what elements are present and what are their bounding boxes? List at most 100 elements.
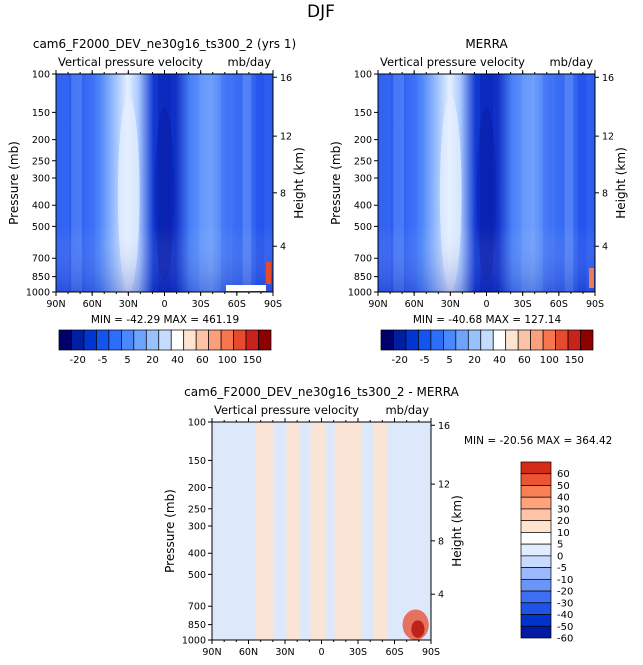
colorbar-swatch: [505, 329, 519, 351]
y-axis-title-right: Height (km): [292, 147, 306, 218]
colorbar-swatch: [58, 329, 72, 351]
y-tick-label: 200: [32, 135, 50, 146]
y-tick-label: 1000: [26, 288, 50, 299]
colorbar-label: -5: [557, 563, 567, 574]
colorbar-label: 40: [171, 355, 184, 366]
y-axis-title-right: Height (km): [614, 147, 628, 218]
y-right-tick-label: 4: [438, 590, 444, 601]
panel-subtitle: Vertical pressure velocity: [214, 403, 359, 417]
colorbar-label: 5: [446, 355, 452, 366]
colorbar-label: 150: [243, 355, 262, 366]
y-tick-label: 150: [354, 108, 372, 119]
y-axis-title: Pressure (mb): [329, 141, 343, 225]
colorbar-label: 0: [557, 551, 563, 562]
colorbar-swatch: [520, 532, 552, 545]
x-tick-label: 90N: [202, 647, 221, 658]
y-tick-label: 250: [32, 156, 50, 167]
colorbar-label: 30: [557, 504, 570, 515]
colorbar-label: 5: [124, 355, 130, 366]
colorbar-label: 50: [557, 481, 570, 492]
colorbar-swatch: [133, 329, 147, 351]
y-tick-label: 200: [188, 483, 206, 494]
x-tick-label: 30N: [441, 299, 460, 310]
colorbar-swatch: [233, 329, 247, 351]
colorbar-swatch: [455, 329, 469, 351]
x-tick-label: 0: [318, 647, 324, 658]
colorbar-label: 10: [557, 528, 570, 539]
colorbar-swatch: [145, 329, 160, 351]
colorbar-swatch: [520, 520, 552, 533]
diff-band: [286, 422, 300, 640]
y-tick-label: 400: [32, 201, 50, 212]
colorbar-swatch: [170, 329, 185, 351]
colorbar-label: 20: [557, 516, 570, 527]
colorbar-swatch: [480, 329, 494, 351]
colorbar-swatch: [96, 329, 110, 351]
panel-subtitle: Vertical pressure velocity: [380, 55, 525, 69]
colorbar-swatch: [520, 543, 552, 557]
y-right-tick-label: 8: [438, 536, 444, 547]
colorbar-swatch: [418, 329, 432, 351]
y-tick-label: 200: [354, 135, 372, 146]
colorbar-swatch: [258, 329, 272, 351]
colorbar-label: 20: [146, 355, 159, 366]
y-tick-label: 150: [188, 456, 206, 467]
field-shade: [378, 74, 595, 292]
colorbar-label: 40: [493, 355, 506, 366]
x-tick-label: 30N: [275, 647, 294, 658]
colorbar-swatch: [467, 329, 482, 351]
colorbar-swatch: [393, 329, 407, 351]
colorbar-label: -10: [557, 575, 573, 586]
y-tick-label: 100: [188, 418, 206, 429]
x-tick-label: 60N: [83, 299, 102, 310]
colorbar-swatch: [208, 329, 222, 351]
y-tick-label: 850: [32, 272, 50, 283]
colorbar-swatch: [567, 329, 581, 351]
y-tick-label: 400: [188, 549, 206, 560]
y-tick-label: 850: [188, 620, 206, 631]
colorbar-swatch: [542, 329, 556, 351]
field-hot-patch: [266, 262, 271, 284]
stats-text: MIN = -40.68 MAX = 127.14: [413, 314, 562, 326]
x-tick-label: 30N: [119, 299, 138, 310]
colorbar-swatch: [405, 329, 419, 351]
y-tick-label: 700: [354, 254, 372, 265]
panel-title: cam6_F2000_DEV_ne30g16_ts300_2 - MERRA: [184, 385, 459, 399]
y-tick-label: 500: [188, 570, 206, 581]
colorbar-label: -20: [557, 587, 573, 598]
colorbar-label: -20: [70, 355, 86, 366]
y-right-tick-label: 8: [280, 188, 286, 199]
diff-band: [374, 422, 388, 640]
x-tick-label: 60S: [385, 647, 403, 658]
stats-text: MIN = -20.56 MAX = 364.42: [464, 435, 612, 447]
panel-subtitle: Vertical pressure velocity: [58, 55, 203, 69]
y-right-tick-label: 4: [602, 242, 608, 253]
colorbar-swatch: [520, 625, 552, 639]
colorbar-swatch: [530, 329, 544, 351]
colorbar-swatch: [380, 329, 394, 351]
x-tick-label: 30S: [192, 299, 210, 310]
x-tick-label: 0: [483, 299, 489, 310]
y-axis-title: Pressure (mb): [7, 141, 21, 225]
colorbar-swatch: [580, 329, 594, 351]
x-tick-label: 60S: [550, 299, 568, 310]
y-right-tick-label: 16: [438, 421, 450, 432]
panel-title: cam6_F2000_DEV_ne30g16_ts300_2 (yrs 1): [33, 37, 296, 51]
field-white-patch: [226, 285, 266, 291]
colorbar-swatch: [108, 329, 122, 351]
colorbar-swatch: [520, 614, 552, 627]
colorbar-label: 40: [557, 493, 570, 504]
panel-model: cam6_F2000_DEV_ne30g16_ts300_2 (yrs 1) Ve…: [7, 37, 306, 366]
panel-title: MERRA: [465, 37, 508, 51]
x-tick-label: 90S: [422, 647, 440, 658]
colorbar-swatch: [520, 602, 552, 615]
y-right-tick-label: 8: [602, 188, 608, 199]
x-tick-label: 60N: [405, 299, 424, 310]
y-tick-label: 500: [32, 222, 50, 233]
y-tick-label: 700: [32, 254, 50, 265]
y-right-tick-label: 12: [602, 132, 614, 143]
colorbar-swatch: [520, 473, 552, 486]
colorbar-label: 60: [518, 355, 531, 366]
x-tick-label: 30S: [514, 299, 532, 310]
panel-units: mb/day: [549, 55, 593, 69]
